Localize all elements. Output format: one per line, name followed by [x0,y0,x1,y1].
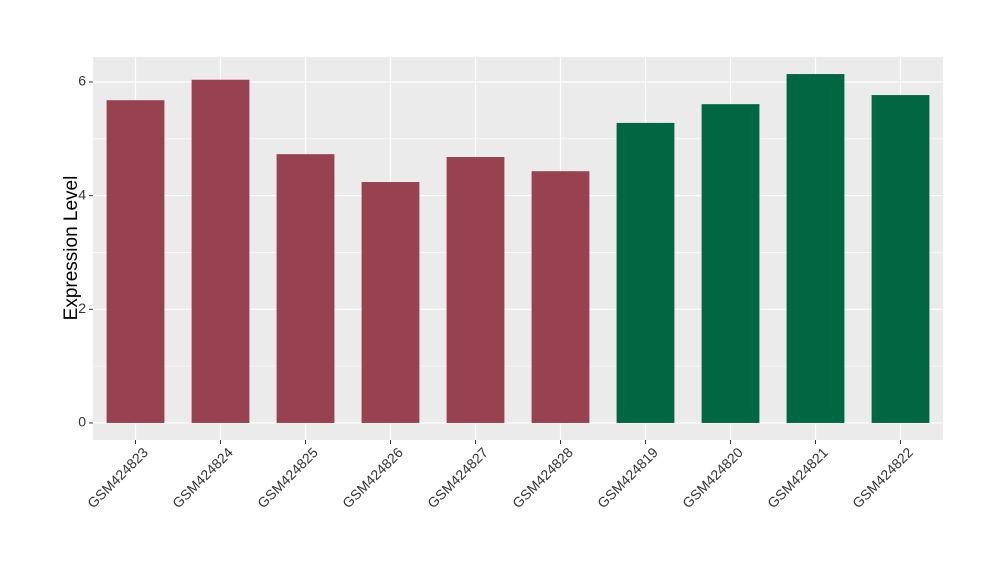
bar [531,171,590,423]
y-tick-label: 2 [78,300,86,316]
x-tick-label: GSM424826 [339,444,406,511]
bar [871,95,930,423]
x-tick-label: GSM424820 [679,444,746,511]
x-tick-label: GSM424822 [849,444,916,511]
x-tick-label: GSM424828 [509,444,576,511]
bar [191,79,250,423]
y-tick-label: 4 [78,186,86,202]
bar [276,154,335,423]
bar [786,74,845,423]
bar [446,157,505,423]
x-tick-label: GSM424821 [764,444,831,511]
x-tick-label: GSM424823 [84,444,151,511]
y-tick-label: 6 [78,73,86,89]
x-tick-label: GSM424827 [424,444,491,511]
bar [361,182,420,423]
y-axis-title: Expression Level [61,176,82,321]
bar [616,122,675,423]
x-tick-label: GSM424824 [169,444,236,511]
bar [701,104,760,423]
x-tick-label: GSM424819 [594,444,661,511]
x-tick-label: GSM424825 [254,444,321,511]
y-tick-label: 0 [78,414,86,430]
bar [106,100,165,423]
